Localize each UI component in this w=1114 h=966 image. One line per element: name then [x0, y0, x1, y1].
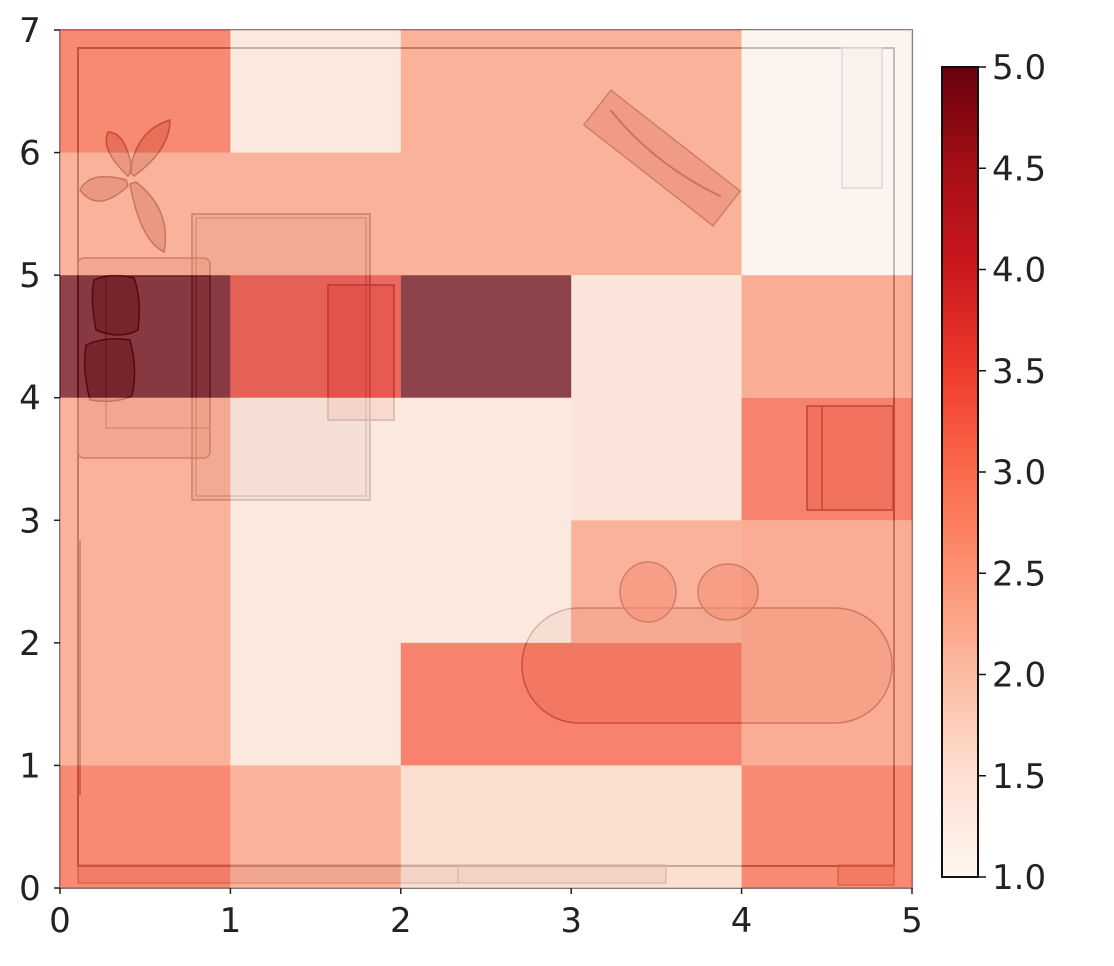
- heatmap-cell-0: [60, 765, 231, 888]
- x-tick-label-2: 2: [390, 901, 412, 941]
- heatmap-cell-3: [741, 765, 912, 888]
- heatmap-cells: [60, 30, 912, 888]
- y-tick-label-6: 6: [19, 134, 41, 174]
- heatmap-cell-6: [400, 397, 572, 643]
- axes: 0 1 2 3 4 5 0 1 2 3 4 5 6 7: [19, 11, 923, 941]
- heatmap-cell-18: [60, 30, 231, 153]
- heatmap-cell-20: [400, 30, 742, 153]
- x-tick-label-0: 0: [49, 901, 71, 941]
- heatmap-cell-13: [60, 275, 231, 398]
- heatmap-cell-17: [230, 152, 742, 276]
- heatmap-cell-7: [571, 520, 742, 643]
- colorbar: 1.0 1.5 2.0 2.5 3.0 3.5 4.0 4.5 5.0: [941, 48, 1046, 898]
- heatmap-cell-16: [60, 152, 231, 276]
- x-tick-label-4: 4: [731, 901, 753, 941]
- y-tick-label-1: 1: [19, 746, 41, 786]
- colorbar-tick-label-4: 3.0: [992, 453, 1046, 493]
- x-tick-label-1: 1: [220, 901, 242, 941]
- y-tick-label-4: 4: [19, 379, 41, 419]
- colorbar-tick-label-2: 2.0: [992, 656, 1046, 696]
- colorbar-tick-label-5: 3.5: [992, 352, 1046, 392]
- heatmap-cell-11: [741, 397, 912, 521]
- colorbar-tick-label-7: 4.5: [992, 149, 1046, 189]
- heatmap-cell-2: [400, 765, 742, 888]
- y-tick-label-3: 3: [19, 501, 41, 541]
- y-tick-label-7: 7: [19, 11, 41, 51]
- colorbar-tick-label-8: 5.0: [992, 48, 1046, 88]
- y-tick-label-2: 2: [19, 624, 41, 664]
- colorbar-tick-label-1: 1.5: [992, 757, 1046, 797]
- colorbar-gradient: [941, 66, 979, 878]
- x-tick-label-3: 3: [560, 901, 582, 941]
- heatmap-cell-9: [571, 275, 742, 521]
- heatmap-cell-1: [230, 765, 401, 888]
- y-tick-label-5: 5: [19, 256, 41, 296]
- heatmap-cell-4: [60, 397, 231, 766]
- heatmap-cell-21: [741, 30, 912, 276]
- heatmap-cell-10: [741, 520, 912, 766]
- colorbar-tick-label-6: 4.0: [992, 251, 1046, 291]
- x-tick-label-5: 5: [901, 901, 923, 941]
- heatmap-cell-8: [400, 642, 742, 766]
- heatmap-cell-12: [741, 275, 912, 398]
- heatmap-cell-15: [400, 275, 572, 398]
- y-tick-label-0: 0: [19, 869, 41, 909]
- colorbar-tick-label-0: 1.0: [992, 858, 1046, 898]
- heatmap-cell-19: [230, 30, 401, 153]
- colorbar-tick-label-3: 2.5: [992, 554, 1046, 594]
- heatmap-cell-14: [230, 275, 401, 398]
- heatmap-cell-5: [230, 397, 401, 766]
